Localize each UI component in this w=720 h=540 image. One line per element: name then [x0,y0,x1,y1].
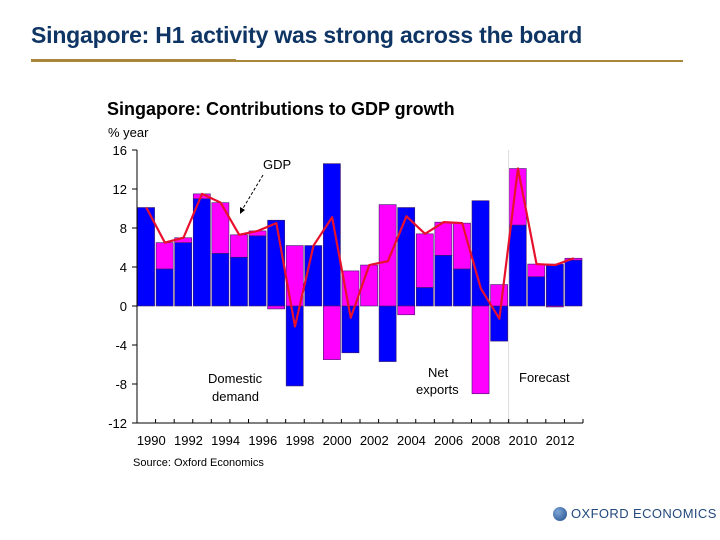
y-tick-label: -8 [115,377,127,392]
domestic-demand-bar [192,198,211,307]
y-tick-label: 12 [113,182,127,197]
net-exports-bar [230,234,248,258]
domestic-demand-bar [490,305,508,342]
annotations-layer: % year GDP Domestic demand Net exports F… [108,125,570,469]
chart-source: Source: Oxford Economics [133,457,264,469]
y-axis-unit-label: % year [108,125,149,140]
annotation-domestic-demand-1: Domestic [208,371,263,386]
x-tick-label: 2002 [360,433,389,448]
domestic-demand-bar [564,259,583,307]
domestic-demand-bar [527,276,546,307]
x-tick-label: 1996 [248,433,277,448]
annotation-gdp: GDP [263,157,291,172]
net-exports-bar [546,305,564,308]
y-tick-label: -4 [115,338,127,353]
logo-text: OXFORD ECONOMICS [571,506,717,521]
axes-layer: 16 12 8 4 0 -4 -8 -12 1990 1992 1994 1996 1998 2000 20… [108,143,584,448]
net-exports-bar [397,305,416,316]
x-tick-label: 1990 [137,433,166,448]
x-tick-label: 2000 [323,433,352,448]
gdp-line-layer [145,167,575,328]
bars-layer [137,163,583,395]
x-tick-label: 2012 [546,433,575,448]
domestic-demand-bar [323,163,341,307]
x-tick-label: 1998 [285,433,314,448]
domestic-demand-bar [230,256,248,307]
y-tick-label: 0 [120,299,127,314]
annotation-gdp-arrow [241,174,264,211]
chart-title: Singapore: Contributions to GDP growth [107,99,455,119]
net-exports-bar [490,284,508,307]
net-exports-bar [323,305,341,360]
domestic-demand-bar [546,263,564,307]
net-exports-bar [415,233,434,288]
domestic-demand-bar [415,287,434,307]
annotation-net-exports-1: Net [428,365,449,380]
domestic-demand-bar [155,268,174,307]
domestic-demand-bar [378,305,397,362]
x-tick-label: 2008 [471,433,500,448]
net-exports-bar [211,202,230,254]
slide-title: Singapore: H1 activity was strong across… [31,22,583,48]
x-tick-label: 2004 [397,433,426,448]
domestic-demand-bar [453,268,471,307]
y-tick-label: -12 [108,416,127,431]
y-tick-label: 16 [113,143,127,158]
x-tick-label: 1992 [174,433,203,448]
domestic-demand-bar [471,200,490,307]
annotation-domestic-demand-2: demand [212,389,259,404]
domestic-demand-bar [285,305,304,387]
gdp-line [145,167,575,328]
annotation-forecast: Forecast [519,370,570,385]
y-tick-label: 4 [120,260,127,275]
x-tick-label: 2006 [434,433,463,448]
arrowhead-icon [240,207,245,214]
annotation-net-exports-2: exports [416,382,459,397]
domestic-demand-bar [174,242,193,307]
net-exports-bar [527,263,546,278]
title-rule-accent [31,59,236,62]
net-exports-bar [378,204,397,307]
domestic-demand-bar [508,224,527,307]
domestic-demand-bar [434,255,453,307]
title-rule [236,60,683,62]
domestic-demand-bar [267,219,285,307]
domestic-demand-bar [248,235,267,307]
x-tick-label: 1994 [211,433,240,448]
x-tick-label: 2010 [508,433,537,448]
net-exports-bar [267,305,285,310]
domestic-demand-bar [211,253,230,307]
globe-icon [553,506,567,521]
net-exports-bar [471,305,490,395]
oxford-economics-logo: OXFORD ECONOMICS [553,506,717,521]
net-exports-bar [155,242,174,270]
y-tick-label: 8 [120,221,127,236]
domestic-demand-bar [137,207,155,307]
